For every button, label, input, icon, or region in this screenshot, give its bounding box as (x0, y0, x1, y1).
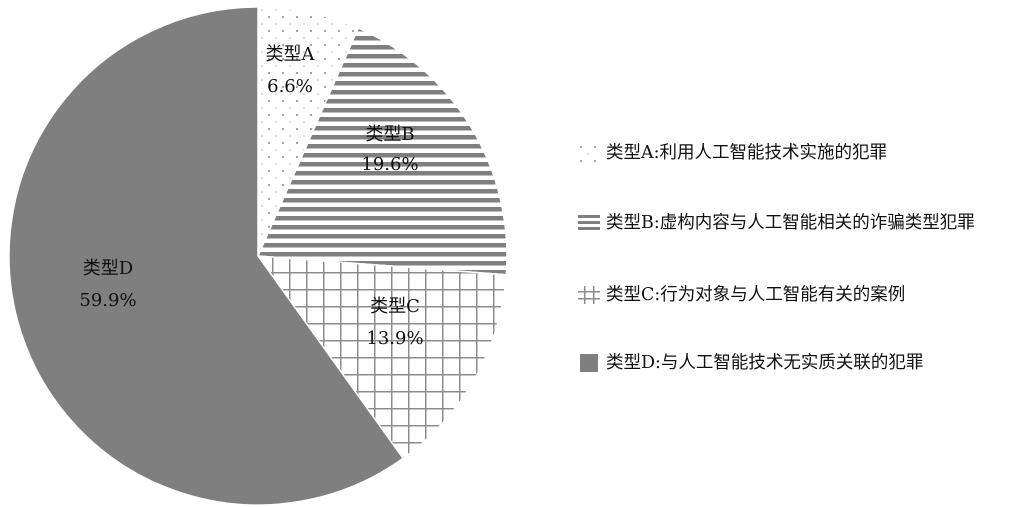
pie-slice-类型D (8, 6, 405, 506)
slice-value-label: 6.6% (267, 76, 313, 97)
legend-item-b: 类型B:虚构内容与人工智能相关的诈骗类型犯罪 (578, 208, 1026, 238)
legend-label: 类型C:行为对象与人工智能有关的案例 (606, 285, 906, 305)
slice-value-label: 19.6% (361, 154, 418, 175)
slice-value-label: 13.9% (366, 328, 423, 349)
legend-label: 类型A:利用人工智能技术实施的犯罪 (606, 143, 888, 163)
legend-item-a: 类型A:利用人工智能技术实施的犯罪 (578, 138, 1026, 168)
pie-slice-类型B (256, 27, 508, 276)
slice-label: 类型D (83, 258, 133, 279)
legend-item-d: 类型D:与人工智能技术无实质关联的犯罪 (578, 348, 1026, 378)
legend-item-c: 类型C:行为对象与人工智能有关的案例 (578, 280, 1026, 310)
slice-label: 类型B (365, 124, 414, 145)
dots-swatch-icon (578, 144, 600, 162)
slice-value-label: 59.9% (79, 290, 136, 311)
pie-chart: 类型A 6.6% 类型B 19.6% 类型C 13.9% 类型D 59.9% (8, 6, 508, 506)
slice-label: 类型A (266, 44, 316, 65)
solid-swatch-icon (580, 354, 598, 372)
grid-swatch-icon (578, 286, 600, 304)
stripes-swatch-icon (578, 215, 600, 230)
legend-label: 类型B:虚构内容与人工智能相关的诈骗类型犯罪 (606, 213, 975, 233)
slice-label: 类型C (370, 296, 420, 317)
legend-label: 类型D:与人工智能技术无实质关联的犯罪 (606, 353, 924, 373)
pie-slice-类型C (256, 255, 508, 460)
